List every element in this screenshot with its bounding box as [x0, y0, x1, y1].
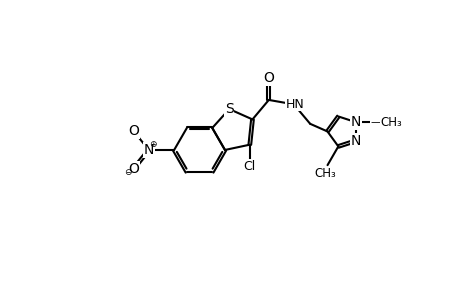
Text: —CH₃: —CH₃ [370, 117, 402, 127]
Text: O: O [263, 71, 274, 85]
Text: CH₃: CH₃ [313, 167, 336, 180]
Text: N: N [143, 143, 154, 157]
Text: O: O [128, 162, 139, 176]
Text: CH₃: CH₃ [380, 116, 402, 129]
Text: ⊕: ⊕ [149, 140, 156, 149]
Text: N: N [350, 134, 360, 148]
Text: Cl: Cl [243, 160, 255, 173]
Text: S: S [224, 102, 233, 116]
Text: N: N [350, 115, 360, 129]
Text: HN: HN [285, 98, 304, 111]
Text: ⊖: ⊖ [124, 168, 132, 177]
Text: O: O [128, 124, 139, 138]
